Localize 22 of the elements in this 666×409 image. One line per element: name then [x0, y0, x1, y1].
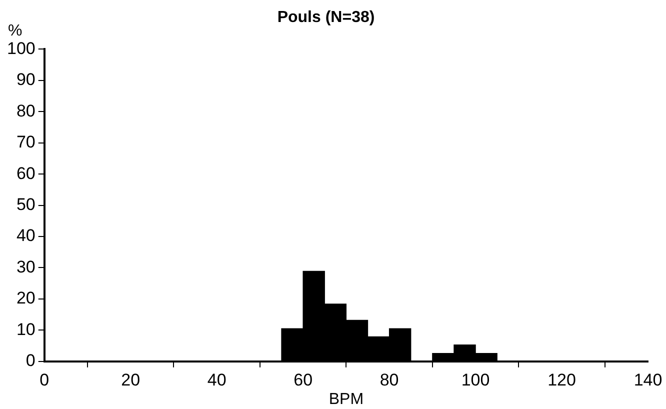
x-tick-label: 120 [548, 370, 576, 390]
x-tick-label: 0 [40, 370, 50, 390]
y-tick-label: 40 [16, 226, 36, 246]
y-tick-label: 90 [16, 70, 36, 90]
x-axis-title: BPM [328, 390, 364, 408]
y-tick-label: 80 [16, 101, 36, 120]
y-tick-label: 60 [16, 164, 36, 183]
x-tick-label: 140 [634, 370, 662, 390]
y-tick-label: 10 [16, 320, 36, 339]
y-tick-label: 0 [26, 351, 36, 370]
x-tick-label: 20 [121, 370, 140, 390]
x-tick-label: 40 [207, 370, 226, 390]
x-tick-label: 60 [294, 370, 313, 390]
y-tick-label: 30 [16, 257, 36, 276]
y-axis-title: % [8, 22, 22, 40]
x-tick-label: 100 [461, 370, 490, 390]
x-tick-label: 80 [380, 370, 399, 390]
y-tick-label: 100 [6, 38, 36, 58]
y-tick-label: 20 [16, 288, 36, 308]
y-tick-label: 50 [16, 194, 36, 214]
y-tick-label: 70 [16, 132, 36, 152]
chart-title: Pouls (N=38) [277, 9, 375, 26]
